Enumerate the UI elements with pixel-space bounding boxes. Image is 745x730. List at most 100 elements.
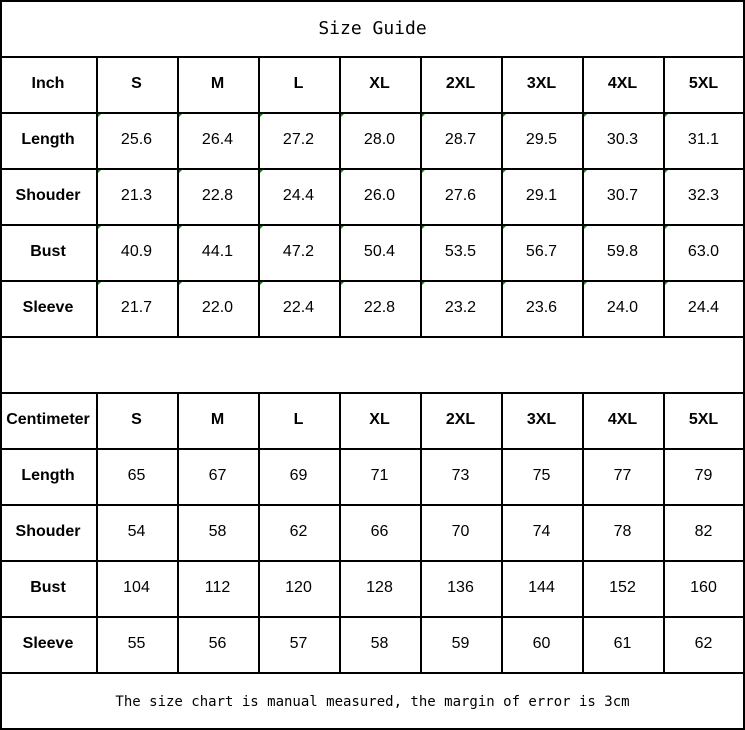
measurement-cell: 25.6 <box>96 112 177 168</box>
measurement-cell: 26.4 <box>177 112 258 168</box>
grid-line <box>0 168 745 170</box>
grid-line <box>0 0 745 2</box>
measurement-cell: 50.4 <box>339 224 420 280</box>
size-header: 2XL <box>445 75 476 92</box>
text-number-indicator-icon <box>502 113 507 118</box>
measurement-cell: 82 <box>694 523 713 540</box>
measurement-cell: 31.1 <box>663 112 744 168</box>
measurement-cell: 44.1 <box>177 224 258 280</box>
grid-line <box>0 560 745 562</box>
row-label: Bust <box>30 579 66 596</box>
grid-line <box>96 392 98 673</box>
size-header: 4XL <box>607 75 638 92</box>
size-header: 5XL <box>688 75 719 92</box>
measurement-cell: 47.2 <box>258 224 339 280</box>
measurement-cell: 74 <box>532 523 551 540</box>
measurement-cell: 59.8 <box>582 224 663 280</box>
measurement-cell: 67 <box>208 467 227 484</box>
row-label: Shouder <box>15 187 81 204</box>
text-number-indicator-icon <box>421 225 426 230</box>
text-number-indicator-icon <box>583 169 588 174</box>
grid-line <box>339 56 341 337</box>
measurement-cell: 26.0 <box>339 168 420 224</box>
size-header: 3XL <box>526 411 557 428</box>
size-header: 5XL <box>688 411 719 428</box>
measurement-cell: 63.0 <box>663 224 744 280</box>
measurement-cell: 55 <box>127 635 146 652</box>
grid-line <box>743 0 745 730</box>
text-number-indicator-icon <box>583 113 588 118</box>
grid-line <box>0 336 745 338</box>
grid-line <box>582 56 584 337</box>
grid-line <box>0 0 2 730</box>
size-header: 2XL <box>445 411 476 428</box>
grid-line <box>0 112 745 114</box>
text-number-indicator-icon <box>421 281 426 286</box>
grid-line <box>258 56 260 337</box>
row-label: Sleeve <box>22 299 74 316</box>
measurement-cell: 58 <box>208 523 227 540</box>
grid-line <box>663 56 665 337</box>
text-number-indicator-icon <box>340 225 345 230</box>
text-number-indicator-icon <box>583 225 588 230</box>
measurement-cell: 112 <box>204 579 231 596</box>
text-number-indicator-icon <box>259 281 264 286</box>
measurement-cell: 73 <box>451 467 470 484</box>
text-number-indicator-icon <box>340 113 345 118</box>
grid-line <box>0 56 745 58</box>
measurement-cell: 24.4 <box>258 168 339 224</box>
row-label: Shouder <box>15 523 81 540</box>
text-number-indicator-icon <box>97 281 102 286</box>
text-number-indicator-icon <box>178 113 183 118</box>
measurement-cell: 23.6 <box>501 280 582 336</box>
measurement-cell: 21.7 <box>96 280 177 336</box>
measurement-cell: 66 <box>370 523 389 540</box>
measurement-cell: 29.5 <box>501 112 582 168</box>
measurement-cell: 70 <box>451 523 470 540</box>
measurement-cell: 56 <box>208 635 227 652</box>
grid-line <box>0 392 745 394</box>
grid-line <box>501 392 503 673</box>
measurement-cell: 21.3 <box>96 168 177 224</box>
measurement-cell: 104 <box>123 579 150 596</box>
measurement-cell: 22.0 <box>177 280 258 336</box>
text-number-indicator-icon <box>178 225 183 230</box>
grid-line <box>0 728 745 730</box>
measurement-cell: 160 <box>690 579 717 596</box>
measurement-cell: 61 <box>613 635 632 652</box>
grid-line <box>339 392 341 673</box>
measurement-cell: 24.4 <box>663 280 744 336</box>
measurement-cell: 58 <box>370 635 389 652</box>
measurement-cell: 71 <box>370 467 389 484</box>
grid-line <box>0 504 745 506</box>
unit-header: Centimeter <box>6 411 90 428</box>
measurement-cell: 27.2 <box>258 112 339 168</box>
grid-line <box>258 392 260 673</box>
size-header: S <box>131 411 142 428</box>
measurement-cell: 152 <box>609 579 636 596</box>
measurement-cell: 79 <box>694 467 713 484</box>
grid-line <box>0 280 745 282</box>
size-header: L <box>293 411 304 428</box>
grid-line <box>177 392 179 673</box>
text-number-indicator-icon <box>502 169 507 174</box>
measurement-cell: 28.0 <box>339 112 420 168</box>
text-number-indicator-icon <box>259 113 264 118</box>
text-number-indicator-icon <box>502 225 507 230</box>
measurement-cell: 28.7 <box>420 112 501 168</box>
size-header: XL <box>369 75 390 92</box>
text-number-indicator-icon <box>97 113 102 118</box>
size-guide-title: Size Guide <box>318 18 427 39</box>
measurement-cell: 60 <box>532 635 551 652</box>
grid-line <box>582 392 584 673</box>
text-number-indicator-icon <box>259 169 264 174</box>
size-header: L <box>293 75 304 92</box>
size-header: 3XL <box>526 75 557 92</box>
measurement-cell: 30.3 <box>582 112 663 168</box>
measurement-cell: 75 <box>532 467 551 484</box>
grid-line <box>0 672 745 674</box>
text-number-indicator-icon <box>340 169 345 174</box>
grid-line <box>0 616 745 618</box>
measurement-cell: 136 <box>447 579 474 596</box>
